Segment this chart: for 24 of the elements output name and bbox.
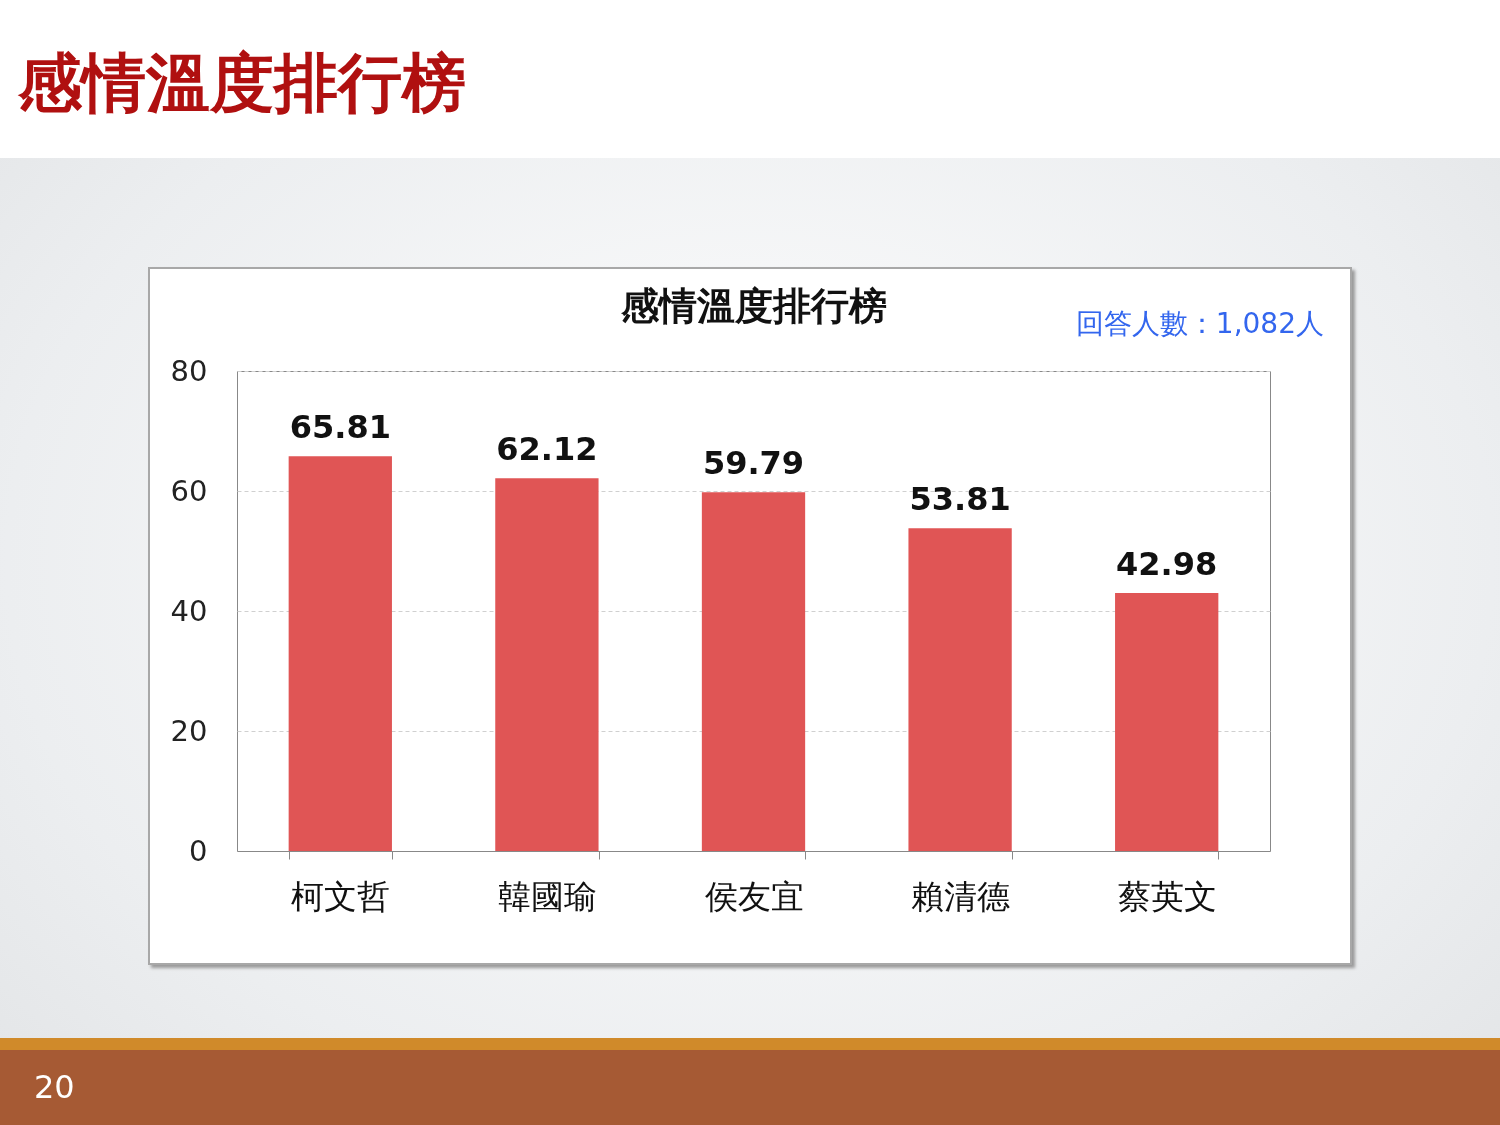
y-tick-label: 0 [189,833,208,868]
x-tick-label: 柯文哲 [291,876,391,916]
text: 20 [34,1068,75,1106]
chart-title: 感情溫度排行榜 [619,284,887,328]
bar [908,528,1012,851]
data-label: 53.81 [909,480,1011,519]
y-tick-label: 60 [170,473,208,508]
data-label: 59.79 [702,444,805,483]
x-tick-label: 侯友宜 [704,876,804,916]
y-tick-label: 80 [170,353,208,388]
data-label: 42.98 [1116,545,1218,584]
bar [701,492,806,851]
data-label: 65.81 [289,408,391,447]
y-tick-label: 20 [170,713,208,748]
text: 回答人數：1,082人 [1075,306,1324,342]
x-tick-label: 蔡英文 [1117,876,1217,916]
x-tick-label: 賴清德 [911,876,1011,916]
x-tick-label: 韓國瑜 [497,876,597,916]
bar [288,456,392,851]
bar [1115,593,1219,851]
bar [495,478,599,851]
text: 感情溫度排行榜 [18,45,466,122]
y-tick-label: 40 [170,593,208,628]
data-label: 62.12 [496,430,598,469]
